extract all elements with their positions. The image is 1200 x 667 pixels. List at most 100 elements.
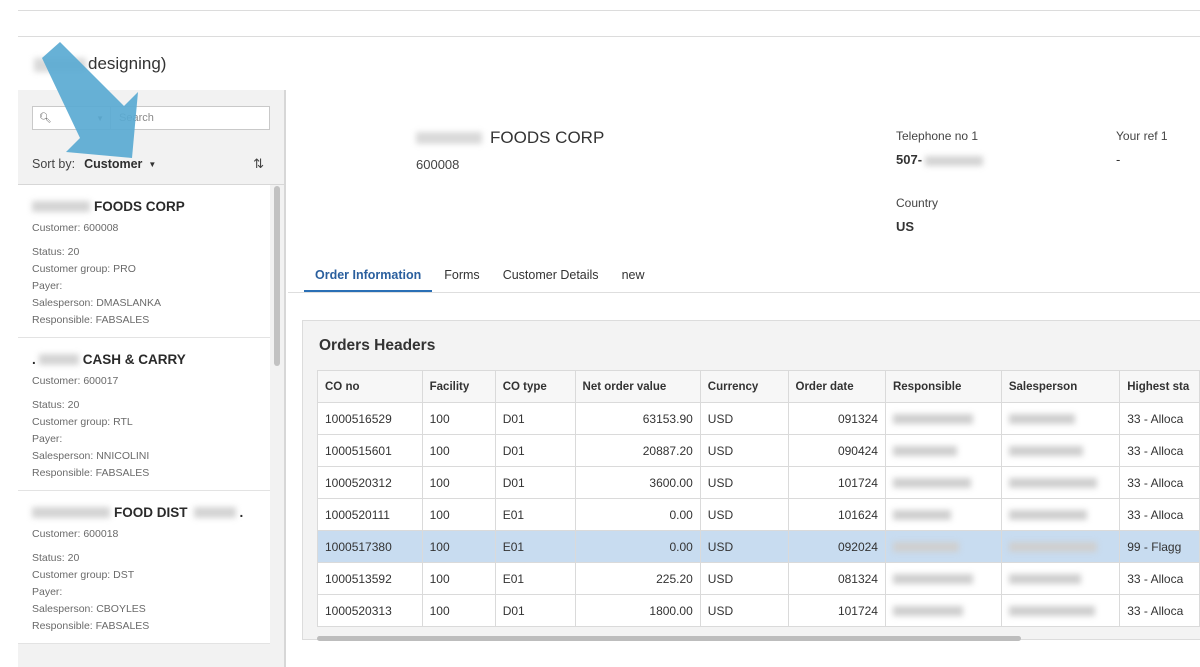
customer-status: Status: 20 bbox=[32, 399, 80, 411]
search-field-select[interactable]: 🔍︎ ▼ bbox=[32, 106, 111, 130]
table-row[interactable]: 1000520313 100 D01 1800.00 USD 101724 33 - All… bbox=[317, 594, 1200, 627]
cell-facility: 100 bbox=[421, 530, 496, 563]
cell-facility: 100 bbox=[421, 498, 496, 531]
table-row[interactable]: 1000520111 100 E01 0.00 USD 101624 33 - Alloca bbox=[317, 498, 1200, 531]
redacted-text bbox=[1008, 606, 1095, 617]
cell-currency: USD bbox=[699, 594, 789, 627]
redacted-text bbox=[892, 574, 973, 585]
column-header-salesperson[interactable]: Salesperson bbox=[1000, 370, 1121, 403]
cell-highest-status: 33 - Alloca bbox=[1119, 434, 1200, 467]
redacted-text bbox=[925, 155, 984, 166]
redacted-text bbox=[1008, 542, 1097, 553]
cell-highest-status: 33 - Alloca bbox=[1119, 402, 1200, 435]
cell-net-order-value: 63153.90 bbox=[574, 402, 701, 435]
redacted-text bbox=[1008, 446, 1083, 457]
country-label: Country bbox=[896, 196, 939, 210]
cell-co-type: E01 bbox=[494, 530, 576, 563]
customer-card-name: FOOD DIST. bbox=[32, 505, 270, 520]
cell-highest-status: 99 - Flagg bbox=[1119, 530, 1200, 563]
column-header-facility[interactable]: Facility bbox=[421, 370, 496, 403]
tab-new[interactable]: new bbox=[621, 268, 645, 282]
search-icon: 🔍︎ bbox=[39, 112, 52, 124]
tab-customer-details[interactable]: Customer Details bbox=[502, 268, 599, 282]
cell-co-no: 1000520313 bbox=[317, 594, 423, 627]
cell-facility: 100 bbox=[421, 402, 496, 435]
customer-status: Status: 20 bbox=[32, 552, 80, 564]
customer-name: FOODS CORP bbox=[416, 128, 604, 148]
sort-by-dropdown[interactable]: Customer bbox=[84, 157, 143, 171]
tab-order-information[interactable]: Order Information bbox=[304, 266, 433, 292]
chevron-down-icon[interactable]: ▼ bbox=[148, 159, 157, 169]
cell-net-order-value: 3600.00 bbox=[574, 466, 701, 499]
table-row[interactable]: 1000513592 100 E01 225.20 USD 081324 33 - Allo… bbox=[317, 562, 1200, 595]
column-header-net-order-value[interactable]: Net order value bbox=[574, 370, 701, 403]
sort-direction-icon[interactable]: ⇅ bbox=[253, 156, 264, 171]
table-row[interactable]: 1000516529 100 D01 63153.90 USD 091324 33 - Al… bbox=[317, 402, 1200, 435]
table-row[interactable]: 1000515601 100 D01 20887.20 USD 090424 33 - Al… bbox=[317, 434, 1200, 467]
cell-responsible bbox=[884, 530, 1002, 563]
redacted-text bbox=[193, 507, 236, 518]
redacted-text bbox=[416, 132, 482, 144]
cell-responsible bbox=[884, 434, 1002, 467]
sort-row: Sort by: Customer ▼ ⇅ bbox=[32, 156, 264, 172]
detail-tabs: Order Information Forms Customer Details… bbox=[304, 266, 657, 292]
sort-label: Sort by: bbox=[32, 157, 76, 171]
cell-order-date: 101724 bbox=[787, 466, 886, 499]
chevron-down-icon: ▼ bbox=[96, 113, 104, 123]
telephone-value: 507- bbox=[896, 152, 984, 167]
table-row[interactable]: 1000517380 100 E01 0.00 USD 092024 99 - Flagg bbox=[317, 530, 1200, 563]
cell-order-date: 101724 bbox=[787, 594, 886, 627]
cell-currency: USD bbox=[699, 562, 789, 595]
customer-payer: Payer: bbox=[32, 586, 63, 598]
tab-forms[interactable]: Forms bbox=[444, 268, 480, 282]
column-header-co-type[interactable]: CO type bbox=[494, 370, 576, 403]
cell-co-no: 1000516529 bbox=[317, 402, 423, 435]
cell-co-no: 1000515601 bbox=[317, 434, 423, 467]
filter-row: 🔍︎ ▼ bbox=[32, 106, 270, 130]
cell-order-date: 081324 bbox=[787, 562, 886, 595]
column-header-highest-status[interactable]: Highest sta bbox=[1119, 370, 1200, 403]
customer-group: Customer group: DST bbox=[32, 569, 135, 581]
column-header-responsible[interactable]: Responsible bbox=[884, 370, 1002, 403]
column-header-currency[interactable]: Currency bbox=[699, 370, 789, 403]
table-row[interactable]: 1000520312 100 D01 3600.00 USD 101724 33 - All… bbox=[317, 466, 1200, 499]
cell-facility: 100 bbox=[421, 434, 496, 467]
cell-facility: 100 bbox=[421, 594, 496, 627]
list-divider bbox=[18, 184, 284, 185]
customer-card[interactable]: FOOD DIST. Customer: 600018 Status: 20 C… bbox=[18, 491, 270, 644]
redacted-text bbox=[32, 507, 110, 518]
customer-responsible: Responsible: FABSALES bbox=[32, 467, 150, 479]
cell-responsible bbox=[884, 498, 1002, 531]
customer-detail-panel: FOODS CORP 600008 Telephone no 1 507- Yo… bbox=[288, 90, 1200, 667]
customer-responsible: Responsible: FABSALES bbox=[32, 314, 150, 326]
cell-co-type: E01 bbox=[494, 498, 576, 531]
cell-net-order-value: 0.00 bbox=[574, 530, 701, 563]
top-divider bbox=[18, 10, 1200, 11]
customer-number: 600008 bbox=[416, 157, 460, 172]
customer-salesperson: Salesperson: NNICOLINI bbox=[32, 450, 150, 462]
cell-salesperson bbox=[1000, 594, 1121, 627]
customer-number: Customer: 600018 bbox=[32, 528, 119, 540]
list-scrollbar[interactable] bbox=[274, 186, 280, 366]
customer-salesperson: Salesperson: DMASLANKA bbox=[32, 297, 161, 309]
column-header-co-no[interactable]: CO no bbox=[317, 370, 423, 403]
customer-group: Customer group: PRO bbox=[32, 263, 136, 275]
table-horizontal-scrollbar[interactable] bbox=[317, 636, 1021, 641]
customer-card[interactable]: FOODS CORP Customer: 600008 Status: 20 C… bbox=[18, 185, 270, 338]
cell-responsible bbox=[884, 466, 1002, 499]
cell-order-date: 092024 bbox=[787, 530, 886, 563]
redacted-text bbox=[1008, 574, 1081, 585]
orders-table: CO no Facility CO type Net order value C… bbox=[317, 370, 1200, 627]
redacted-text bbox=[1008, 510, 1087, 521]
cell-co-no: 1000520312 bbox=[317, 466, 423, 499]
redacted-text bbox=[32, 201, 90, 212]
customer-card[interactable]: . CASH & CARRY Customer: 600017 Status: 2… bbox=[18, 338, 270, 491]
cell-salesperson bbox=[1000, 530, 1121, 563]
search-input[interactable] bbox=[111, 106, 270, 130]
cell-salesperson bbox=[1000, 466, 1121, 499]
column-header-order-date[interactable]: Order date bbox=[787, 370, 886, 403]
table-header-row: CO no Facility CO type Net order value C… bbox=[317, 370, 1200, 403]
cell-responsible bbox=[884, 402, 1002, 435]
cell-responsible bbox=[884, 562, 1002, 595]
cell-salesperson bbox=[1000, 434, 1121, 467]
